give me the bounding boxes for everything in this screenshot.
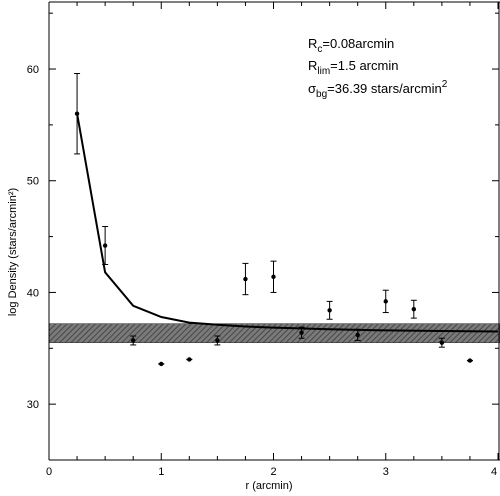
data-point-14 bbox=[466, 358, 473, 363]
data-point-12 bbox=[410, 299, 417, 319]
data-point-13 bbox=[438, 337, 445, 348]
annotation-core-radius-symbol: R bbox=[308, 36, 317, 51]
x-tick-label: 1 bbox=[158, 466, 164, 478]
x-tick-label: 0 bbox=[46, 466, 52, 478]
data-marker bbox=[271, 274, 276, 279]
data-point-0 bbox=[74, 72, 81, 155]
annotation-limiting-radius: Rlim=1.5 arcmin bbox=[308, 58, 398, 77]
annotation-background-density-superscript: 2 bbox=[442, 79, 448, 90]
x-tick-label: 2 bbox=[270, 466, 276, 478]
data-point-10 bbox=[354, 328, 361, 341]
annotation-core-radius: Rc=0.08arcmin bbox=[308, 36, 394, 55]
annotation-background-density-value: =36.39 stars/arcmin bbox=[327, 81, 442, 96]
data-point-8 bbox=[298, 326, 305, 339]
data-marker bbox=[467, 358, 473, 363]
data-marker bbox=[439, 340, 445, 345]
data-marker bbox=[74, 111, 80, 116]
y-tick-label: 40 bbox=[27, 287, 39, 299]
data-point-9 bbox=[326, 300, 333, 320]
data-marker bbox=[130, 338, 136, 343]
king-profile-fit-line bbox=[76, 113, 499, 333]
x-tick-label: 3 bbox=[383, 466, 389, 478]
fit-line-layer bbox=[76, 113, 499, 333]
y-tick-label: 30 bbox=[27, 399, 39, 411]
points-layer bbox=[74, 72, 473, 367]
data-point-5 bbox=[214, 335, 221, 346]
annotation-limiting-radius-value: =1.5 arcmin bbox=[330, 58, 398, 73]
annotation-core-radius-subscript: c bbox=[317, 44, 322, 55]
data-marker bbox=[243, 276, 248, 282]
y-tick-label: 60 bbox=[27, 64, 39, 76]
annotation-background-density: σbg=36.39 stars/arcmin2 bbox=[308, 79, 448, 100]
data-marker bbox=[355, 332, 360, 338]
data-point-4 bbox=[186, 357, 193, 362]
axes-layer: 0 1 2 3 4 30 40 50 60 bbox=[27, 1, 500, 478]
data-point-1 bbox=[102, 226, 109, 266]
x-tick-label: 4 bbox=[491, 466, 497, 478]
data-point-11 bbox=[382, 289, 389, 314]
data-marker bbox=[299, 330, 304, 335]
data-marker bbox=[411, 306, 417, 312]
data-marker bbox=[327, 308, 332, 313]
background-band-layer bbox=[48, 323, 500, 344]
data-marker bbox=[215, 338, 220, 343]
y-tick-label: 50 bbox=[27, 176, 39, 188]
background-density-band bbox=[48, 323, 500, 344]
annotation-background-density-symbol: σ bbox=[308, 81, 316, 96]
y-axis-title: log Density (stars/arcmin²) bbox=[7, 188, 19, 316]
annotation-background-density-subscript: bg bbox=[316, 89, 327, 100]
data-marker bbox=[102, 243, 108, 248]
data-point-7 bbox=[270, 260, 277, 293]
x-axis-title: r (arcmin) bbox=[245, 480, 292, 492]
data-point-3 bbox=[158, 361, 165, 367]
data-point-2 bbox=[130, 335, 137, 346]
annotation-limiting-radius-subscript: lim bbox=[317, 66, 330, 77]
data-marker bbox=[159, 361, 164, 367]
data-marker bbox=[187, 357, 192, 362]
annotation-limiting-radius-symbol: R bbox=[308, 58, 317, 73]
data-point-6 bbox=[242, 262, 249, 296]
data-marker bbox=[383, 299, 388, 304]
annotation-core-radius-value: =0.08arcmin bbox=[322, 36, 394, 51]
